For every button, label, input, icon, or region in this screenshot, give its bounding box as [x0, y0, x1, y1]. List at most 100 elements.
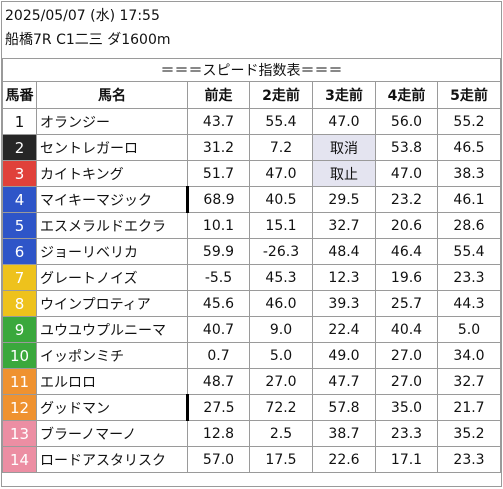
horse-name: グレートノイズ: [36, 264, 188, 291]
horse-name: ウインプロティア: [36, 290, 188, 317]
speed-prev3: 32.7: [312, 212, 376, 239]
speed-prev3: 取消: [312, 134, 376, 161]
speed-prev1: 27.5: [186, 394, 250, 421]
speed-prev4: 25.7: [375, 290, 438, 317]
speed-prev1: 0.7: [187, 342, 250, 369]
table-row: 1 オランジー 43.7 55.4 47.0 56.0 55.2: [2, 108, 501, 135]
speed-prev3: 48.4: [312, 238, 376, 265]
speed-prev2: 7.2: [249, 134, 313, 161]
speed-prev3: 取止: [312, 160, 376, 187]
horse-number: 14: [2, 446, 37, 473]
speed-prev2: 46.0: [249, 290, 313, 317]
speed-prev5: 23.3: [437, 446, 501, 473]
speed-prev4: 40.4: [375, 316, 438, 343]
col-header-prev2: 2走前: [249, 81, 313, 109]
table-row: 12 グッドマン 27.5 72.2 57.8 35.0 21.7: [2, 394, 501, 421]
horse-number: 1: [2, 108, 37, 135]
speed-prev5: 21.7: [437, 394, 501, 421]
horse-number: 9: [2, 316, 37, 343]
speed-prev5: 5.0: [437, 316, 501, 343]
speed-prev5: 46.5: [437, 134, 501, 161]
race-info: 船橋7R C1二三 ダ1600m: [5, 32, 171, 48]
speed-prev1: -5.5: [187, 264, 250, 291]
table-row: 14 ロードアスタリスク 57.0 17.5 22.6 17.1 23.3: [2, 446, 501, 473]
col-header-prev5: 5走前: [437, 81, 501, 109]
speed-prev4: 19.6: [375, 264, 438, 291]
speed-prev2: 45.3: [249, 264, 313, 291]
table-title: ＝＝＝スピード指数表＝＝＝: [2, 58, 501, 82]
speed-prev1: 51.7: [187, 160, 250, 187]
col-header-prev1: 前走: [187, 81, 250, 109]
speed-prev5: 35.2: [437, 420, 501, 447]
speed-prev4: 35.0: [375, 394, 438, 421]
table-row: 7 グレートノイズ -5.5 45.3 12.3 19.6 23.3: [2, 264, 501, 291]
speed-prev2: 5.0: [249, 342, 313, 369]
speed-prev3: 57.8: [312, 394, 376, 421]
table-row: 13 ブラーノマーノ 12.8 2.5 38.7 23.3 35.2: [2, 420, 501, 447]
horse-name: オランジー: [36, 108, 188, 135]
speed-prev2: 40.5: [249, 186, 313, 213]
table-row: 9 ユウユウプルニーマ 40.7 9.0 22.4 40.4 5.0: [2, 316, 501, 343]
horse-name: イッポンミチ: [36, 342, 188, 369]
speed-prev2: 2.5: [249, 420, 313, 447]
speed-prev2: 47.0: [249, 160, 313, 187]
col-header-num: 馬番: [2, 81, 37, 109]
speed-prev1: 57.0: [187, 446, 250, 473]
speed-prev4: 17.1: [375, 446, 438, 473]
speed-prev5: 46.1: [437, 186, 501, 213]
horse-name: グッドマン: [36, 394, 188, 421]
speed-prev5: 44.3: [437, 290, 501, 317]
speed-prev5: 55.4: [437, 238, 501, 265]
speed-prev1: 48.7: [187, 368, 250, 395]
speed-prev2: 15.1: [249, 212, 313, 239]
horse-name: ブラーノマーノ: [36, 420, 188, 447]
speed-prev2: -26.3: [249, 238, 313, 265]
horse-name: エスメラルドエクラ: [36, 212, 188, 239]
speed-prev3: 47.7: [312, 368, 376, 395]
speed-prev4: 23.2: [375, 186, 438, 213]
speed-prev5: 34.0: [437, 342, 501, 369]
col-header-prev4: 4走前: [375, 81, 438, 109]
speed-prev4: 47.0: [375, 160, 438, 187]
horse-number: 2: [2, 134, 37, 161]
table-row: 4 マイキーマジック 68.9 40.5 29.5 23.2 46.1: [2, 186, 501, 213]
col-header-prev3: 3走前: [312, 81, 376, 109]
speed-prev5: 32.7: [437, 368, 501, 395]
speed-prev1: 59.9: [187, 238, 250, 265]
horse-number: 6: [2, 238, 37, 265]
speed-prev3: 49.0: [312, 342, 376, 369]
horse-name: セントレガーロ: [36, 134, 188, 161]
speed-prev1: 31.2: [187, 134, 250, 161]
horse-number: 3: [2, 160, 37, 187]
speed-prev1: 12.8: [187, 420, 250, 447]
speed-prev1: 68.9: [186, 186, 250, 213]
horse-name: ユウユウプルニーマ: [36, 316, 188, 343]
speed-prev4: 56.0: [375, 108, 438, 135]
table-row: 10 イッポンミチ 0.7 5.0 49.0 27.0 34.0: [2, 342, 501, 369]
horse-number: 7: [2, 264, 37, 291]
table-row: 3 カイトキング 51.7 47.0 取止 47.0 38.3: [2, 160, 501, 187]
speed-prev3: 22.4: [312, 316, 376, 343]
speed-prev2: 55.4: [249, 108, 313, 135]
horse-number: 12: [2, 394, 37, 421]
speed-prev3: 29.5: [312, 186, 376, 213]
speed-prev4: 20.6: [375, 212, 438, 239]
speed-prev4: 46.4: [375, 238, 438, 265]
horse-name: マイキーマジック: [36, 186, 188, 213]
table-row: 8 ウインプロティア 45.6 46.0 39.3 25.7 44.3: [2, 290, 501, 317]
horse-name: エルロロ: [36, 368, 188, 395]
speed-prev3: 39.3: [312, 290, 376, 317]
horse-number: 13: [2, 420, 37, 447]
horse-number: 5: [2, 212, 37, 239]
speed-prev5: 55.2: [437, 108, 501, 135]
speed-prev2: 27.0: [249, 368, 313, 395]
horse-number: 4: [2, 186, 37, 213]
horse-name: ロードアスタリスク: [36, 446, 188, 473]
speed-prev4: 27.0: [375, 368, 438, 395]
speed-prev2: 17.5: [249, 446, 313, 473]
speed-prev1: 45.6: [187, 290, 250, 317]
col-header-name: 馬名: [36, 81, 188, 109]
speed-prev3: 12.3: [312, 264, 376, 291]
speed-prev1: 40.7: [187, 316, 250, 343]
